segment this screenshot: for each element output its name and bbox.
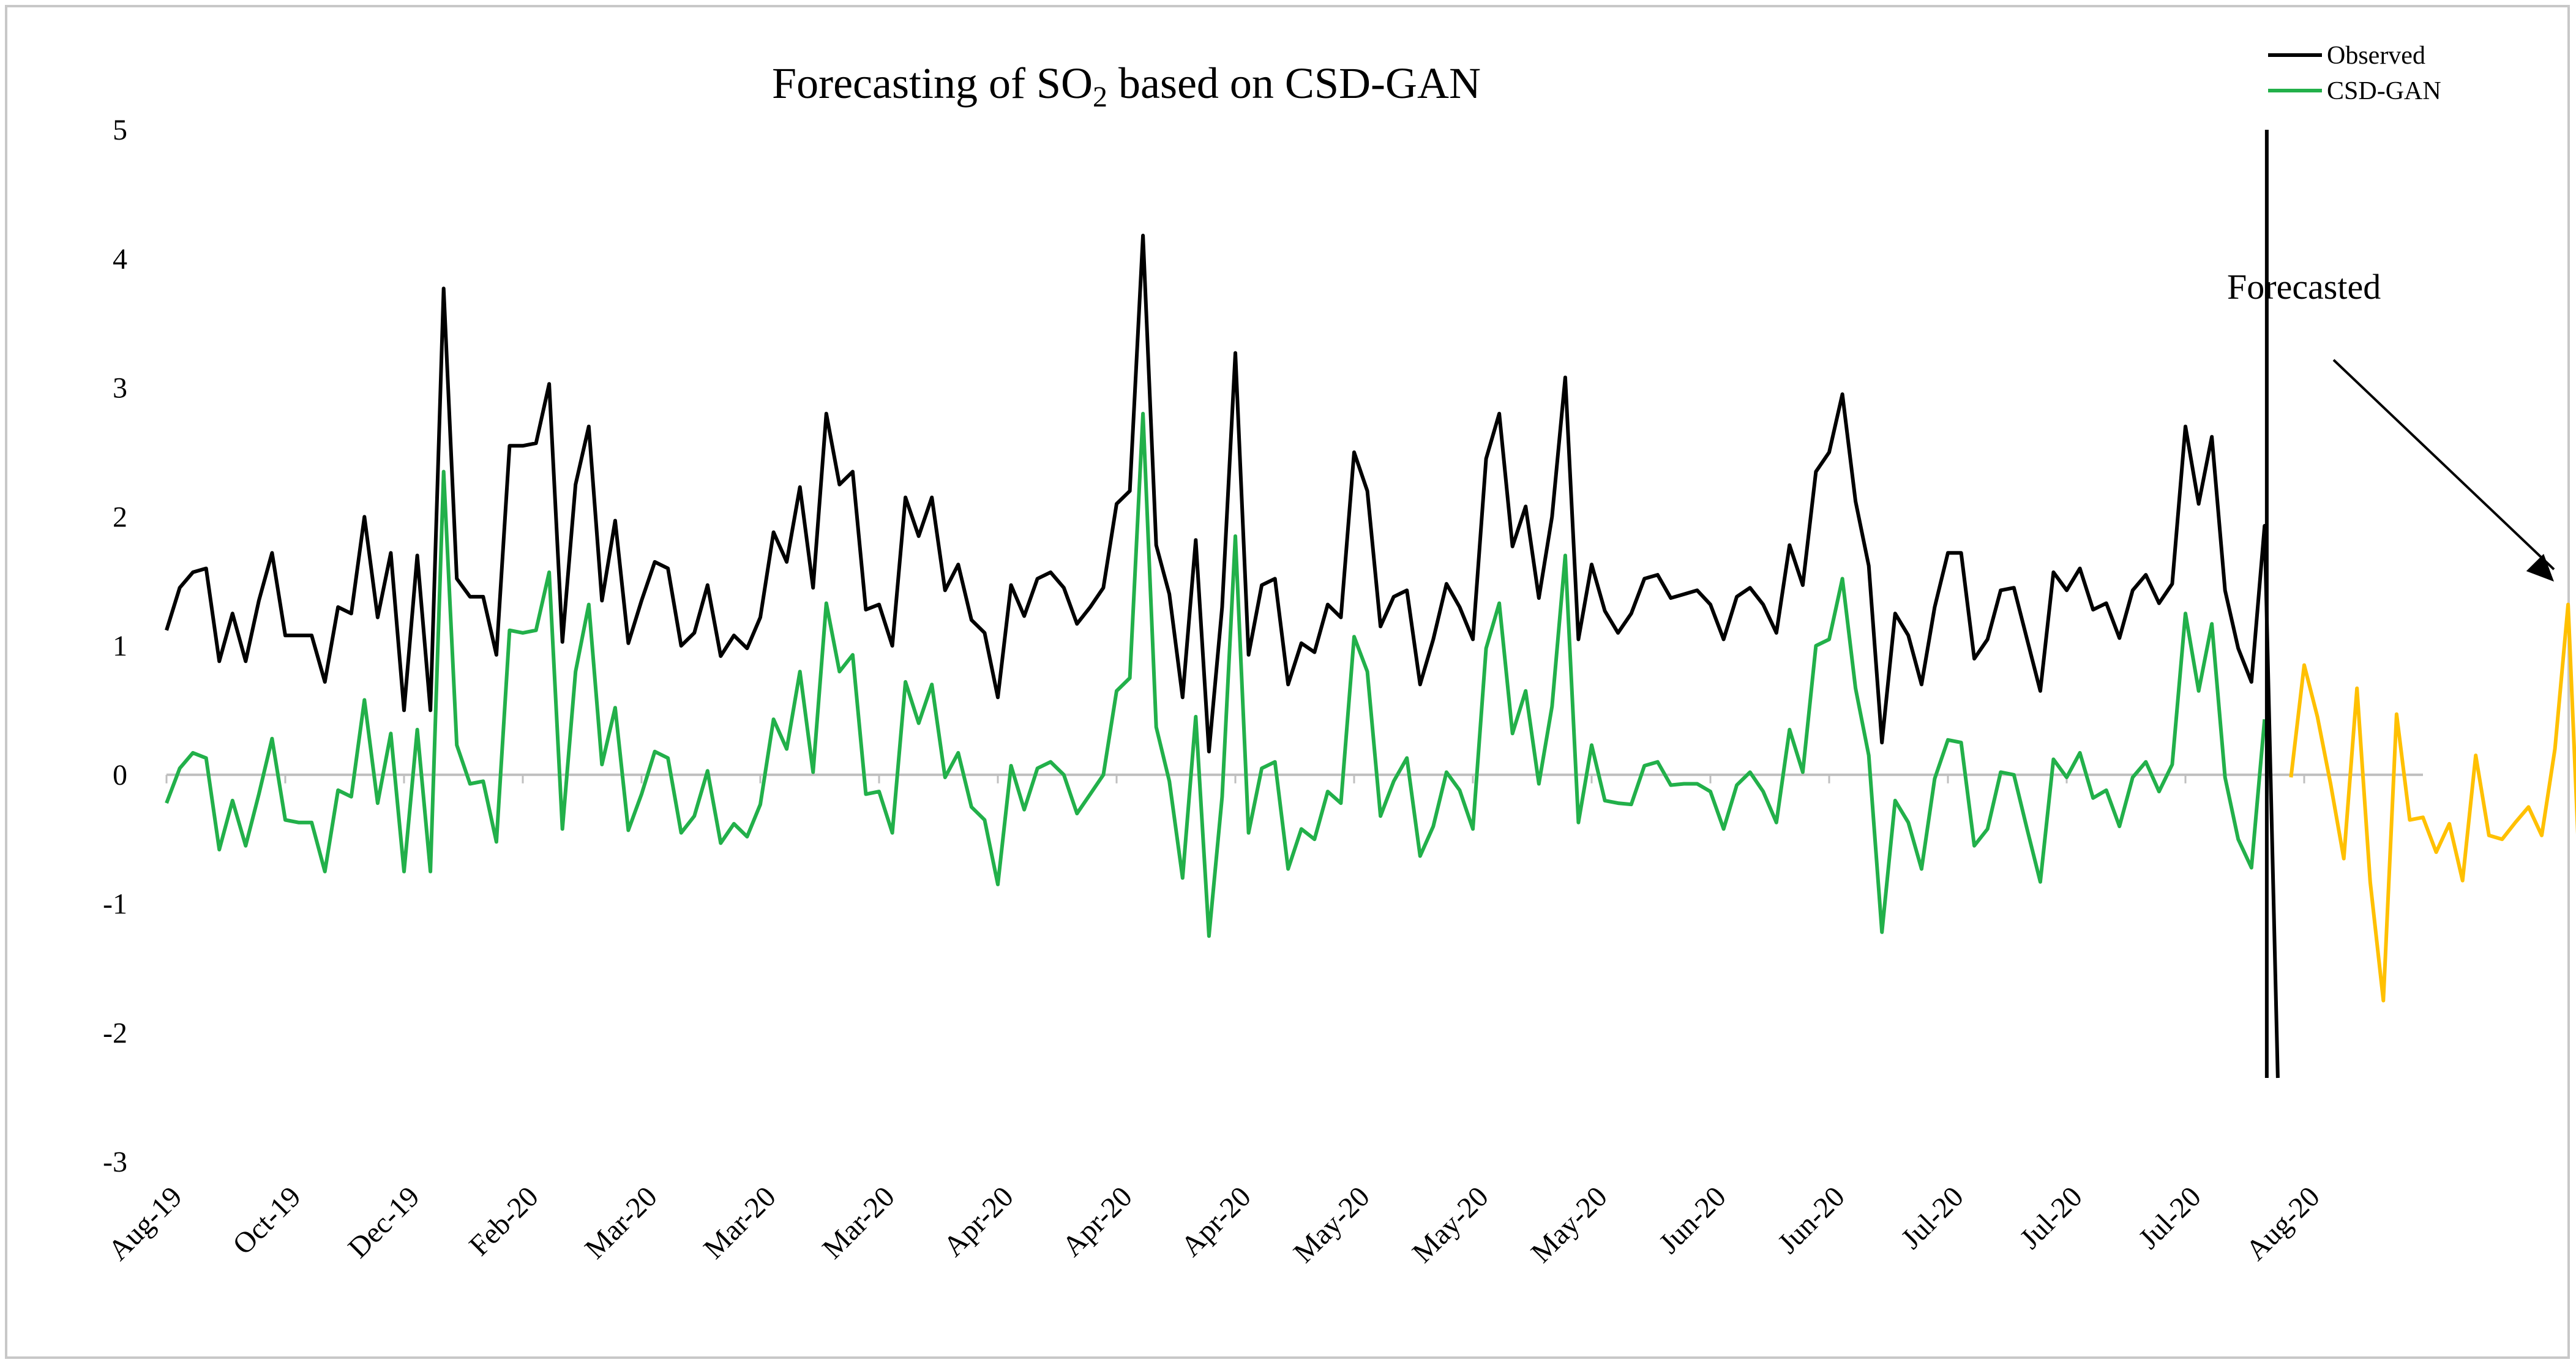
annotation-arrow-line (2332, 359, 2555, 570)
series-line-observed (165, 233, 2280, 1079)
annotation-text: Forecasted (2227, 267, 2381, 307)
annotation: Forecasted (2227, 267, 2555, 582)
series-layer (165, 130, 2576, 1079)
chart-title-suffix: based on CSD-GAN (1107, 59, 1481, 108)
y-tick-label: 1 (113, 630, 127, 662)
legend-label: CSD-GAN (2327, 77, 2441, 105)
y-tick-label: 0 (113, 759, 127, 791)
chart-title: Forecasting of SO2 based on CSD-GAN (772, 59, 1481, 113)
legend-label: Observed (2327, 42, 2425, 70)
chart-title-subscript: 2 (1093, 81, 1107, 113)
y-axis: -3 -2 -1 0 1 2 3 4 5 (103, 114, 127, 1178)
series-line-csd-gan (165, 411, 2267, 938)
chart-title-prefix: Forecasting of SO (772, 59, 1093, 108)
y-tick-label: 2 (113, 501, 127, 533)
y-tick-label: -2 (103, 1017, 127, 1049)
y-tick-label: -3 (103, 1146, 127, 1178)
y-tick-label: -1 (103, 888, 127, 921)
legend: Observed CSD-GAN (2268, 42, 2441, 105)
annotation-arrow-head (2526, 553, 2554, 582)
y-tick-label: 5 (113, 114, 127, 146)
y-tick-label: 4 (113, 243, 127, 275)
y-tick-label: 3 (113, 372, 127, 405)
series-line-forecasted (2289, 602, 2576, 1003)
